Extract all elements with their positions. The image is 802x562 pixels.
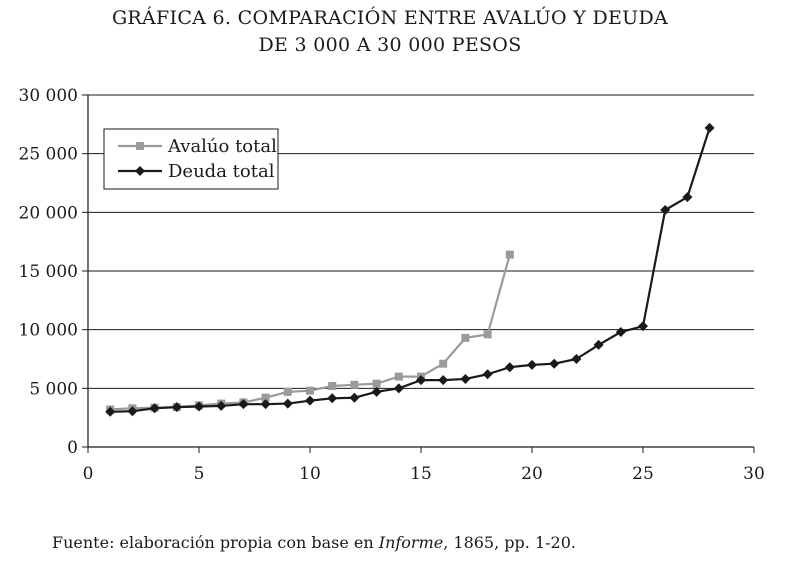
point-s0-17 — [483, 330, 492, 339]
legend-marker-1 — [135, 166, 145, 176]
chart-title-line-1: GRÁFICA 6. COMPARACIÓN ENTRE AVALÚO Y DE… — [111, 7, 669, 29]
legend: Avalúo total Deuda total — [103, 128, 279, 190]
y-tick-label-5: 25 000 — [19, 145, 78, 165]
point-s0-11 — [350, 380, 359, 389]
point-s1-6 — [238, 399, 249, 410]
x-tick-label-5: 25 — [632, 464, 654, 484]
point-s1-23 — [615, 327, 626, 338]
point-s0-7 — [261, 393, 270, 402]
chart-title-line-2: DE 3 000 A 30 000 PESOS — [258, 34, 522, 56]
series-line-1 — [110, 127, 711, 413]
point-s1-22 — [593, 339, 604, 350]
point-s1-9 — [305, 395, 315, 406]
x-tick-label-2: 10 — [299, 464, 321, 484]
point-s1-10 — [327, 393, 338, 404]
legend-label-1: Deuda total — [168, 161, 275, 182]
point-s1-21 — [571, 354, 582, 364]
legend-marker-0 — [136, 142, 144, 150]
axes — [82, 94, 755, 453]
point-s0-8 — [283, 387, 292, 396]
series-0 — [106, 250, 514, 414]
point-s1-2 — [149, 403, 160, 414]
series-layer — [105, 122, 715, 417]
point-s1-7 — [260, 399, 271, 410]
point-s1-1 — [127, 406, 138, 417]
point-s0-12 — [372, 379, 381, 388]
series-1 — [105, 122, 715, 417]
x-tick-label-6: 30 — [743, 464, 765, 484]
point-s1-17 — [482, 369, 493, 380]
y-tick-label-4: 20 000 — [19, 203, 78, 223]
y-tick-label-0: 0 — [67, 438, 78, 458]
source-suffix: , 1865, pp. 1-20. — [443, 533, 576, 552]
point-s1-3 — [171, 402, 182, 413]
point-s1-25 — [660, 204, 671, 215]
legend-box — [103, 128, 279, 190]
point-s0-13 — [394, 372, 403, 381]
y-tick-label-6: 30 000 — [19, 86, 78, 106]
x-tick-label-3: 15 — [410, 464, 432, 484]
source-note: Fuente: elaboración propia con base en I… — [52, 533, 576, 552]
point-s0-9 — [306, 386, 314, 395]
series-line-0 — [110, 254, 511, 411]
legend-label-0: Avalúo total — [167, 136, 277, 157]
point-s1-4 — [194, 401, 204, 412]
source-italic: Informe — [378, 533, 444, 552]
x-tick-label-1: 5 — [194, 464, 205, 484]
point-s1-26 — [682, 192, 693, 203]
y-tick-label-2: 10 000 — [19, 321, 78, 341]
point-s0-10 — [328, 381, 337, 390]
point-s1-27 — [704, 122, 715, 133]
point-s1-11 — [349, 392, 360, 403]
point-s0-16 — [461, 333, 470, 342]
point-s1-24 — [638, 321, 648, 332]
point-s1-14 — [416, 375, 426, 386]
point-s1-15 — [438, 375, 449, 386]
point-s1-12 — [371, 386, 382, 397]
point-s1-8 — [282, 398, 293, 409]
y-tick-label-1: 5 000 — [29, 379, 78, 399]
point-s0-15 — [439, 359, 448, 368]
point-s1-5 — [216, 400, 227, 411]
point-s1-20 — [549, 358, 560, 369]
x-tick-label-4: 20 — [521, 464, 543, 484]
y-tick-label-3: 15 000 — [19, 262, 78, 282]
tick-labels: 0 5 000 10 000 15 000 20 000 25 000 30 000 0 5 10… — [19, 86, 765, 484]
x-tick-label-0: 0 — [83, 464, 94, 484]
point-s1-13 — [393, 383, 404, 394]
point-s1-19 — [527, 359, 537, 370]
point-s0-18 — [505, 250, 514, 259]
source-prefix: Fuente: elaboración propia con base en — [52, 533, 379, 552]
point-s1-18 — [504, 362, 515, 373]
point-s1-0 — [105, 406, 116, 417]
point-s1-16 — [460, 373, 471, 384]
